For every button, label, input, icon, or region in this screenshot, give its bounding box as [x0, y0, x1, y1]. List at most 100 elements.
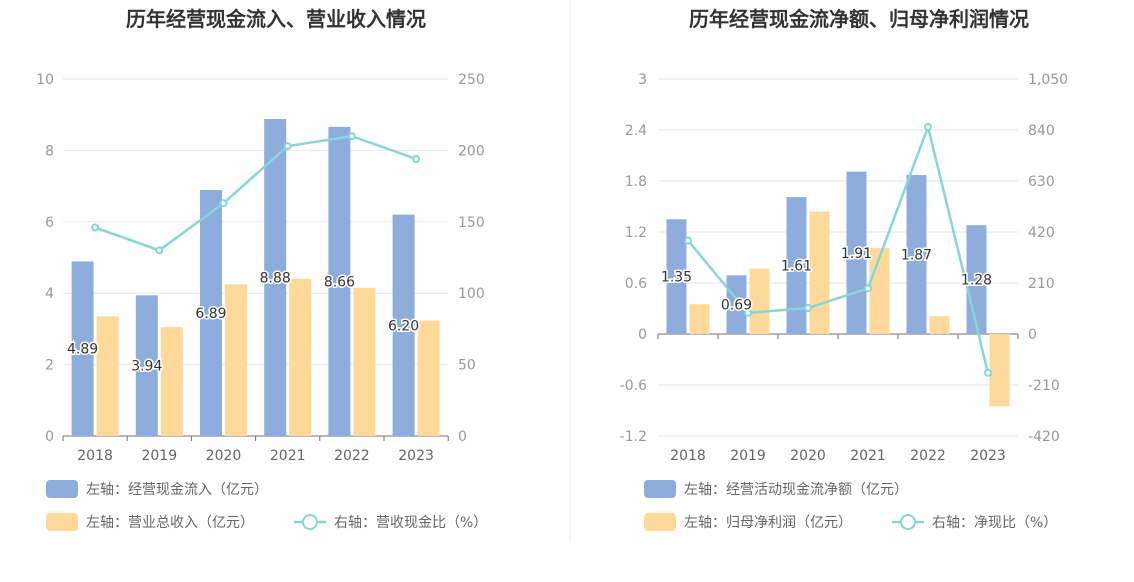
bar-secondary[interactable] — [689, 304, 710, 334]
x-axis-tick-label: 2019 — [141, 448, 177, 464]
chart-net-cashflow-profit: 历年经营现金流净额、归母净利润情况 -1.2 -0.6 0 0.6 1.2 1.8 2.4 3 -… — [620, 7, 1068, 531]
bar-data-label: 6.20 — [388, 318, 419, 334]
bar-primary[interactable] — [200, 190, 222, 436]
ratio-point[interactable] — [155, 246, 164, 255]
ratio-point[interactable] — [219, 199, 228, 208]
bar-primary[interactable] — [392, 214, 415, 436]
x-axis-tick-label: 2023 — [970, 448, 1006, 464]
ratio-point[interactable] — [684, 236, 692, 245]
legend-label[interactable]: 左轴：归母净利润（亿元） — [684, 514, 852, 531]
bar-secondary[interactable] — [160, 327, 183, 436]
bar-secondary[interactable] — [749, 268, 770, 334]
right-axis-tick-label: 250 — [458, 72, 485, 88]
bar-primary[interactable] — [786, 197, 807, 334]
left-axis-tick-label: 0 — [638, 327, 647, 343]
bar-data-label: 6.89 — [195, 306, 226, 322]
legend-label[interactable]: 左轴：经营现金流入（亿元） — [86, 482, 268, 498]
bar-data-label: 4.89 — [67, 342, 98, 358]
bar-primary[interactable] — [328, 126, 351, 436]
right-axis-tick-label: 630 — [1028, 174, 1055, 190]
bar-secondary[interactable] — [989, 334, 1010, 407]
bar-data-label: 1.87 — [901, 248, 932, 264]
x-axis-tick-label: 2021 — [850, 448, 886, 464]
left-axis-tick-label: 1.2 — [625, 225, 647, 241]
ratio-point[interactable] — [924, 122, 932, 131]
ratio-point[interactable] — [91, 223, 100, 232]
left-axis-tick-label: 6 — [45, 215, 54, 231]
ratio-point[interactable] — [412, 154, 421, 163]
chart-cashflow-revenue: 历年经营现金流入、营业收入情况0246810050100150200250201… — [36, 7, 487, 531]
bar-primary[interactable] — [71, 261, 94, 436]
bar-primary[interactable] — [264, 118, 287, 436]
legend-swatch[interactable] — [46, 513, 78, 531]
ratio-point[interactable] — [984, 368, 992, 377]
bar-primary[interactable] — [135, 295, 158, 436]
legend-label[interactable]: 左轴：营业总收入（亿元） — [86, 515, 254, 531]
left-axis-tick-label: 10 — [36, 72, 54, 88]
bar-secondary[interactable] — [225, 284, 247, 436]
bar-secondary[interactable] — [869, 248, 890, 334]
right-axis-tick-label: 50 — [458, 358, 476, 374]
bar-data-label: 3.94 — [131, 359, 162, 375]
ratio-line — [687, 122, 990, 374]
right-axis-tick-label: 0 — [458, 429, 467, 445]
right-axis-tick-label: -210 — [1028, 378, 1060, 394]
chart-title: 历年经营现金流入、营业收入情况 — [126, 7, 426, 31]
legend-line-marker — [302, 514, 318, 530]
right-axis-tick-label: 840 — [1028, 123, 1055, 139]
bar-secondary[interactable] — [417, 320, 440, 436]
legend-swatch[interactable] — [644, 513, 676, 531]
bar-data-label: 1.61 — [781, 259, 812, 275]
left-axis-tick-label: 1.8 — [625, 174, 647, 190]
left-axis-tick-label: -0.6 — [620, 378, 647, 394]
legend-label[interactable]: 左轴：经营活动现金流净额（亿元） — [684, 482, 908, 498]
legend-line-marker — [900, 514, 916, 530]
ratio-line — [94, 134, 417, 252]
left-axis-tick-label: 8 — [45, 143, 54, 159]
right-axis-tick-label: 150 — [458, 215, 485, 231]
x-axis-tick-label: 2018 — [77, 448, 113, 464]
bar-data-label: 1.91 — [841, 246, 872, 262]
left-axis-tick-label: 2 — [45, 358, 54, 374]
ratio-point[interactable] — [744, 308, 752, 317]
bar-secondary[interactable] — [929, 316, 950, 334]
legend-swatch[interactable] — [644, 480, 676, 498]
bar-primary[interactable] — [666, 219, 687, 334]
legend-swatch[interactable] — [46, 480, 78, 498]
ratio-point[interactable] — [804, 304, 812, 313]
x-axis-tick-label: 2021 — [270, 448, 306, 464]
right-axis-tick-label: 420 — [1028, 225, 1055, 241]
ratio-point[interactable] — [864, 284, 872, 293]
right-axis-tick-label: 210 — [1028, 276, 1055, 292]
bar-data-label: 1.28 — [961, 273, 992, 289]
x-axis-tick-label: 2023 — [398, 448, 434, 464]
bar-secondary[interactable] — [809, 211, 830, 334]
legend-label[interactable]: 右轴：营收现金比（%） — [334, 515, 487, 531]
bar-secondary[interactable] — [289, 278, 312, 436]
x-axis-tick-label: 2020 — [790, 448, 826, 464]
right-axis-tick-label: 1,050 — [1028, 72, 1068, 88]
bar-primary[interactable] — [726, 275, 747, 334]
right-axis-tick-label: 100 — [458, 286, 485, 302]
x-axis-tick-label: 2019 — [730, 448, 766, 464]
left-axis-tick-label: 0 — [45, 429, 54, 445]
bar-secondary[interactable] — [353, 287, 376, 436]
bar-primary[interactable] — [906, 175, 927, 334]
bar-data-label: 8.66 — [324, 274, 355, 290]
right-axis-tick-label: 200 — [458, 143, 485, 159]
ratio-point[interactable] — [283, 142, 292, 151]
x-axis-tick-label: 2020 — [206, 448, 242, 464]
bar-data-label: 8.88 — [260, 270, 291, 286]
left-axis-tick-label: 2.4 — [625, 123, 647, 139]
ratio-point[interactable] — [347, 132, 356, 141]
chart-title: 历年经营现金流净额、归母净利润情况 — [689, 7, 1029, 31]
left-axis-tick-label: 3 — [638, 72, 647, 88]
legend-label[interactable]: 右轴：净现比（%） — [932, 515, 1057, 531]
right-axis-tick-label: 0 — [1028, 327, 1037, 343]
bar-secondary[interactable] — [96, 316, 119, 436]
x-axis-tick-label: 2022 — [910, 448, 946, 464]
bar-data-label: 1.35 — [661, 270, 692, 286]
left-axis-tick-label: -1.2 — [620, 429, 647, 445]
